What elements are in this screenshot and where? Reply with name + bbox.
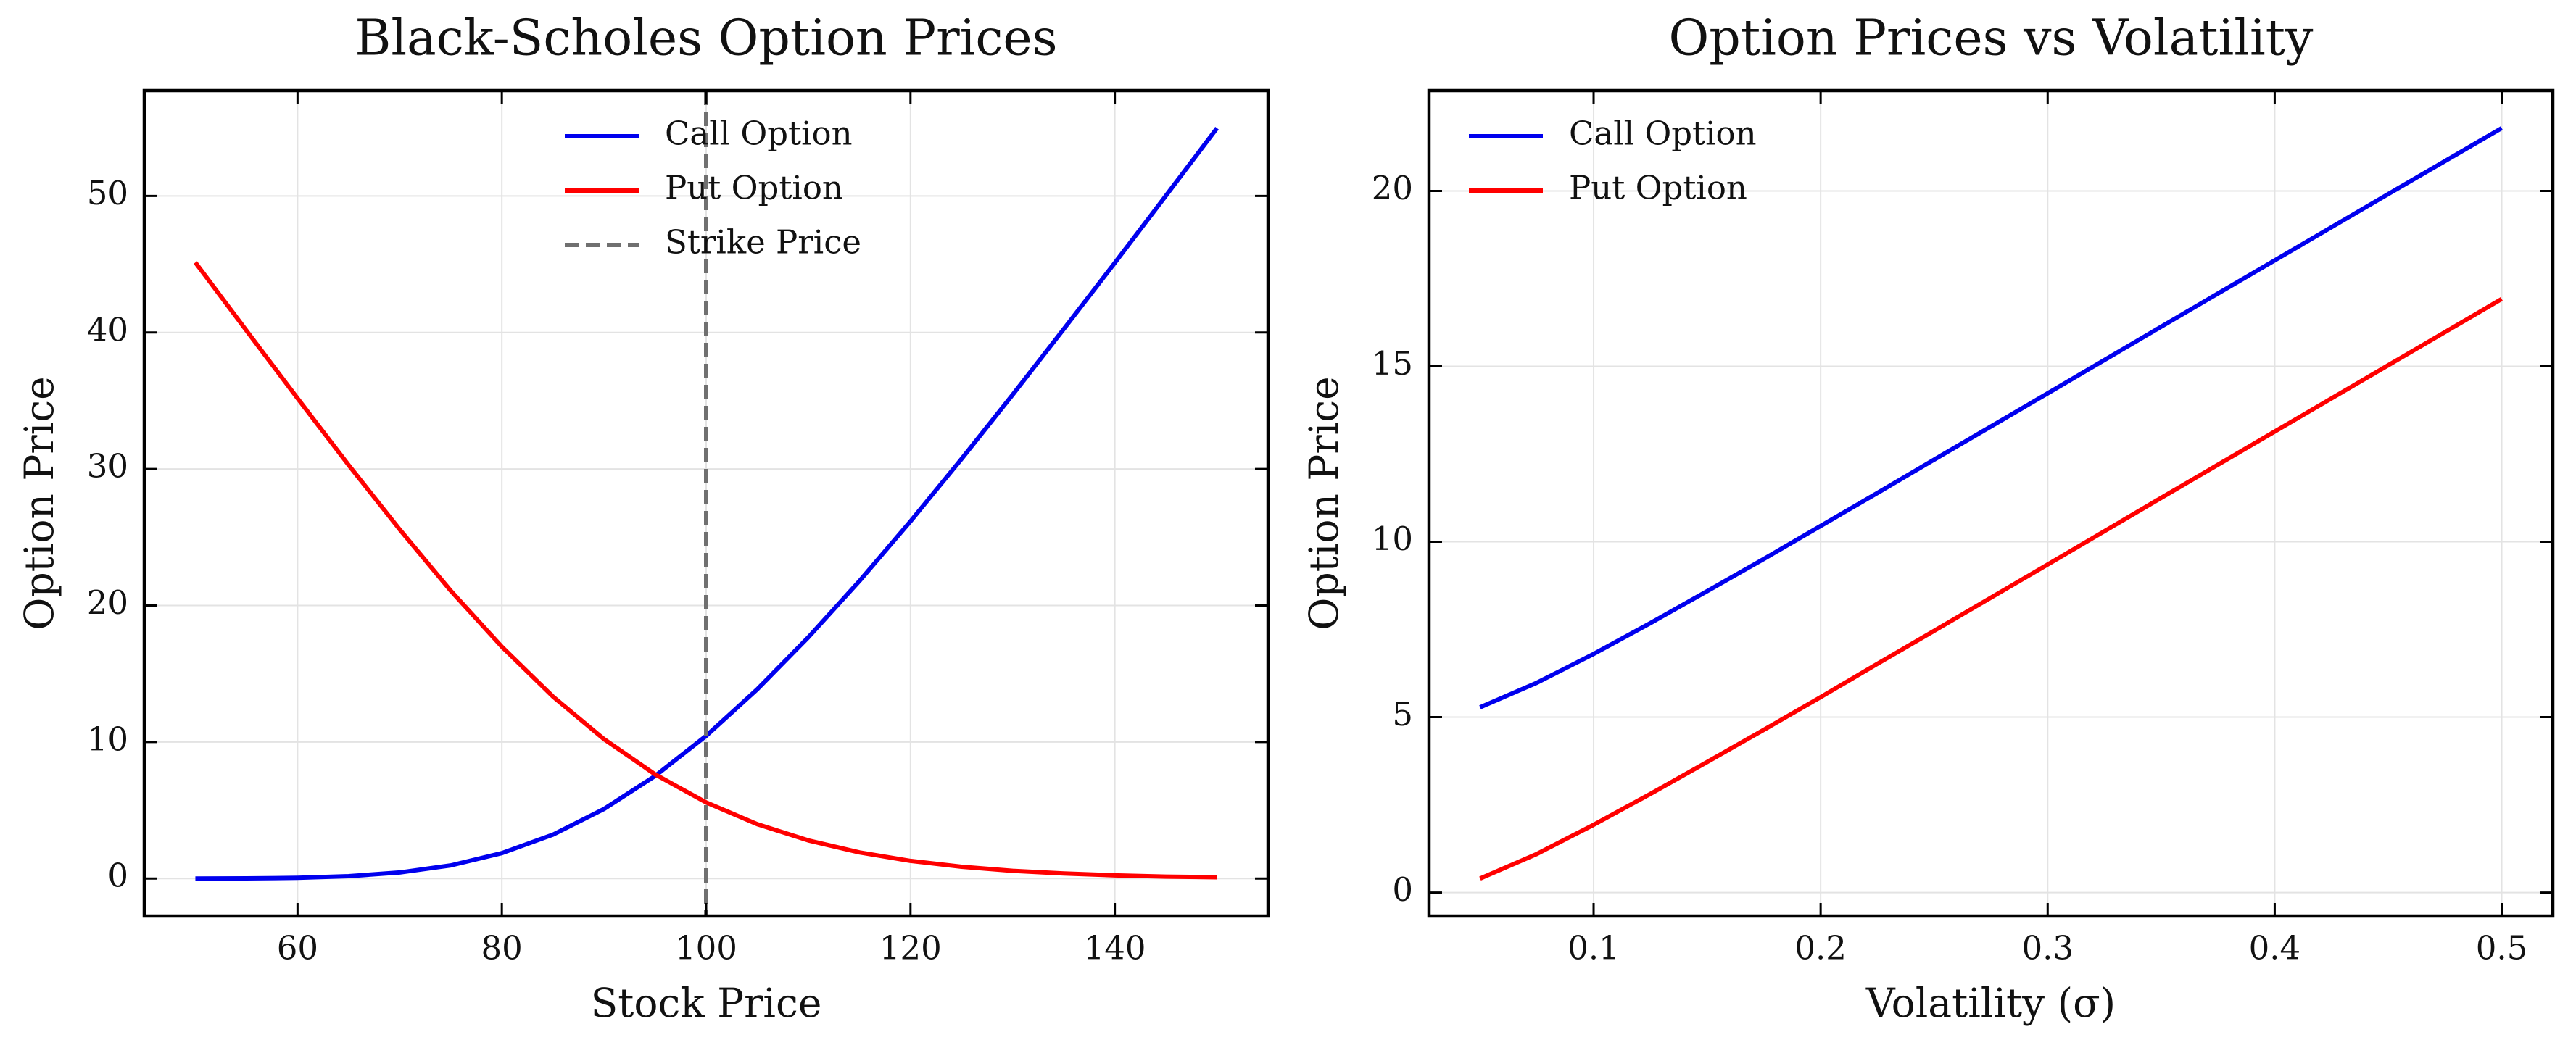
legend-label: Put Option [665, 169, 843, 207]
series-line [1479, 126, 2503, 709]
legend-label: Call Option [665, 115, 853, 153]
x-axis-label: Stock Price [591, 980, 822, 1026]
y-tick-label: 5 [1392, 695, 1413, 733]
series-line [195, 126, 1219, 881]
axes-frame [1427, 88, 2555, 918]
y-tick-label: 15 [1372, 344, 1413, 383]
legend-label: Put Option [1569, 169, 1747, 207]
y-tick-label: 10 [1372, 520, 1413, 558]
y-axis-label: Option Price [16, 376, 62, 630]
y-axis-label: Option Price [1301, 376, 1347, 630]
legend-label: Strike Price [665, 223, 861, 262]
x-tick-label: 60 [277, 929, 318, 967]
series-line [1479, 296, 2503, 881]
series-line [194, 261, 1217, 880]
x-tick-label: 80 [481, 929, 523, 967]
legend-label: Call Option [1569, 115, 1757, 153]
x-tick-label: 0.3 [2021, 929, 2074, 967]
y-tick-label: 30 [87, 447, 128, 486]
x-tick-label: 120 [879, 929, 942, 967]
chart-title: Black-Scholes Option Prices [355, 10, 1057, 67]
chart-title: Option Prices vs Volatility [1669, 10, 2314, 67]
x-tick-label: 0.2 [1794, 929, 1847, 967]
x-tick-label: 0.5 [2476, 929, 2528, 967]
y-tick-label: 20 [87, 583, 128, 622]
y-tick-label: 40 [87, 310, 128, 349]
x-tick-label: 0.1 [1567, 929, 1620, 967]
y-tick-label: 0 [1392, 870, 1413, 909]
y-tick-label: 0 [107, 857, 128, 895]
y-tick-label: 20 [1372, 169, 1413, 207]
x-tick-label: 100 [675, 929, 737, 967]
y-tick-label: 50 [87, 174, 128, 212]
x-tick-label: 0.4 [2249, 929, 2301, 967]
x-axis-label: Volatility (σ) [1865, 980, 2116, 1026]
y-tick-label: 10 [87, 720, 128, 758]
x-tick-label: 140 [1084, 929, 1146, 967]
